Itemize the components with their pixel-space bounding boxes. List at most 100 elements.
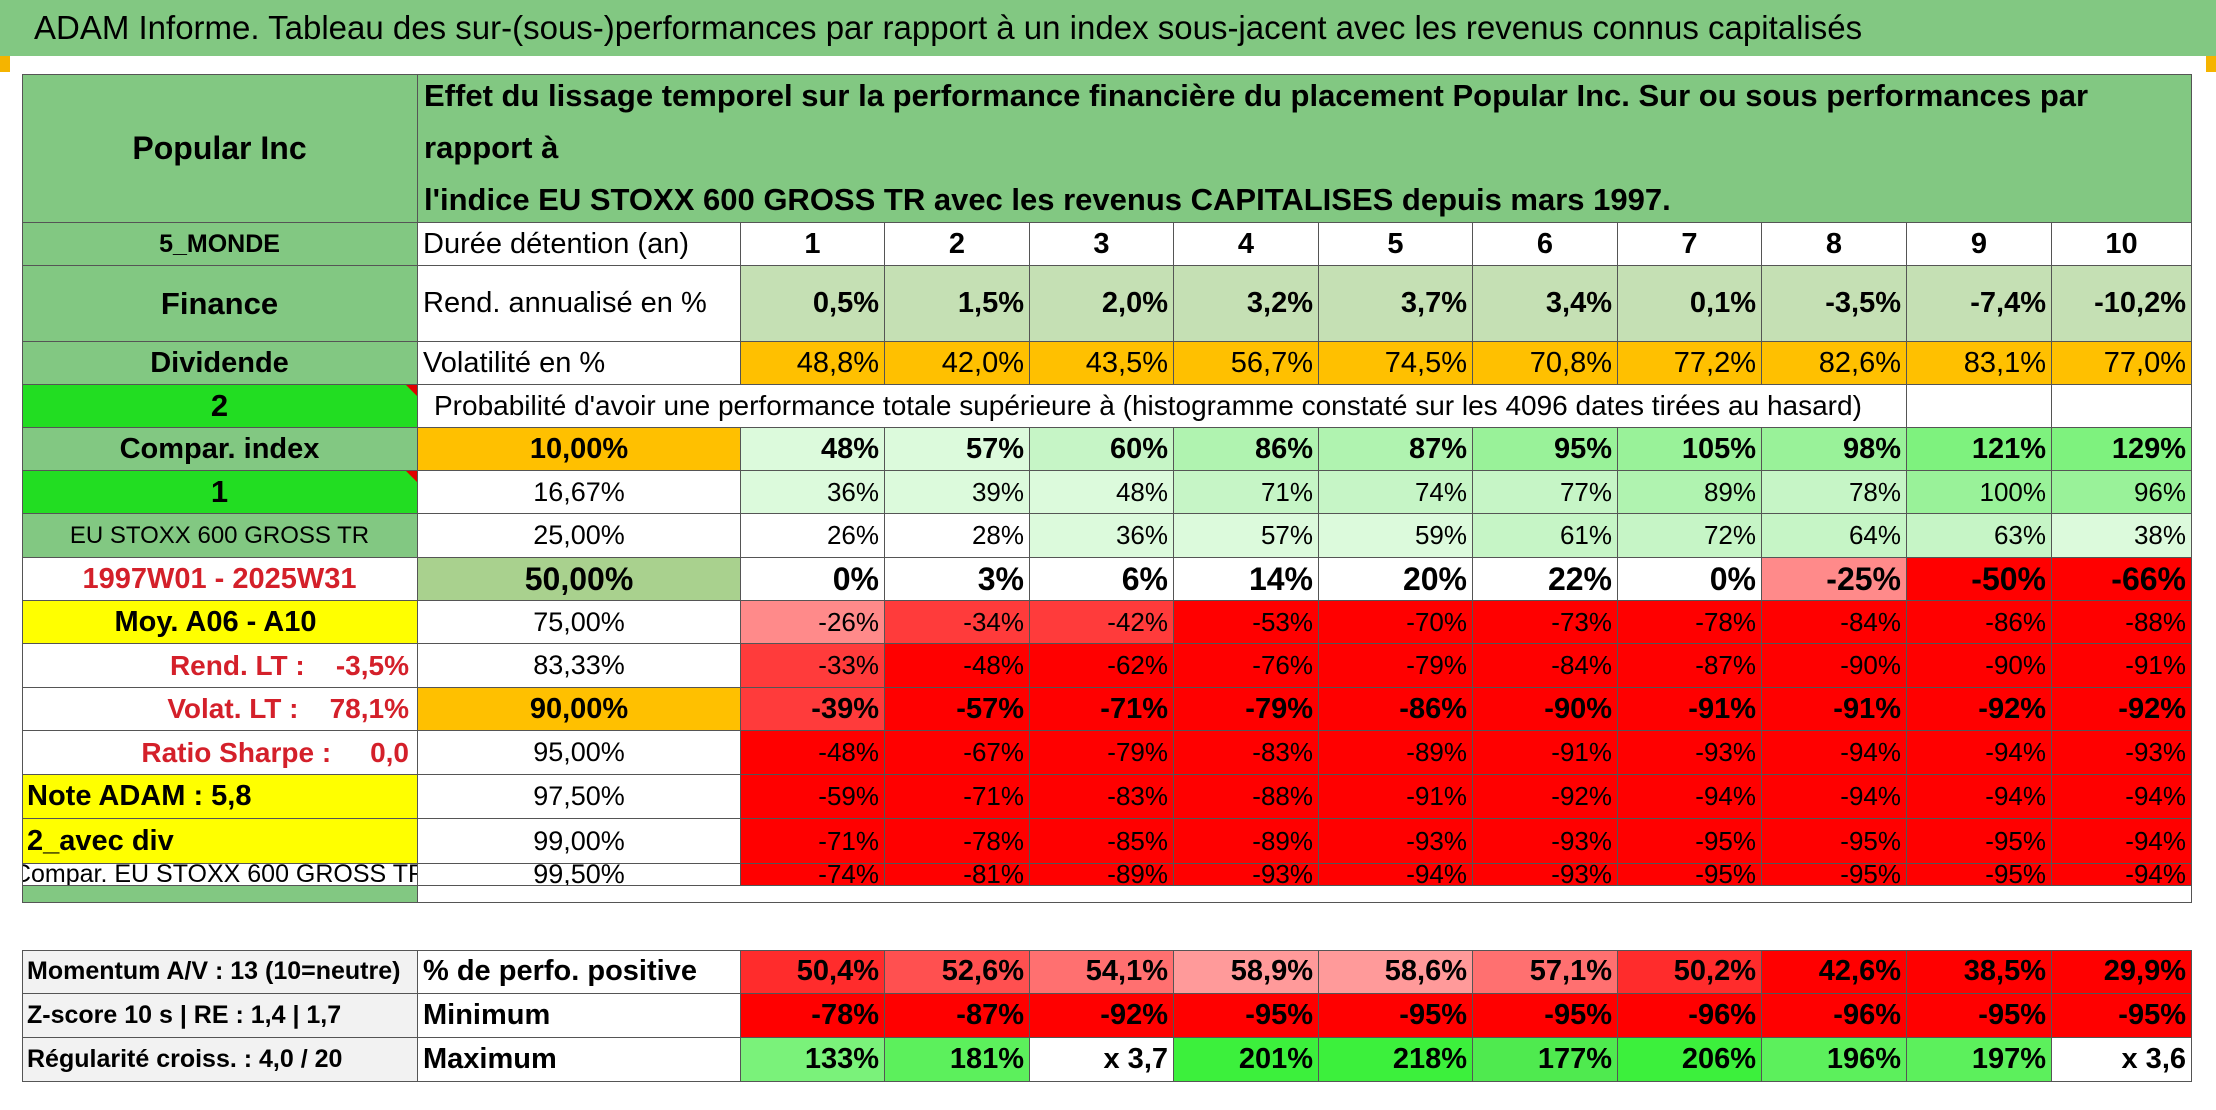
matrix-cell: -92%	[1907, 688, 2052, 731]
year-header: 9	[1907, 223, 2052, 266]
summary-cell: 54,1%	[1030, 950, 1174, 994]
bottom-label: % de perfo. positive	[418, 950, 741, 994]
summary-cell: 196%	[1762, 1038, 1907, 1082]
matrix-cell: -94%	[1907, 731, 2052, 775]
bottom-label: Minimum	[418, 994, 741, 1038]
matrix-cell: 0%	[1618, 558, 1762, 601]
matrix-cell: -48%	[885, 644, 1030, 688]
matrix-cell: 61%	[1473, 514, 1618, 558]
summary-cell: 57,1%	[1473, 950, 1618, 994]
matrix-cell: 89%	[1618, 471, 1762, 514]
matrix-cell: -90%	[1762, 644, 1907, 688]
annual-return-cell: 3,7%	[1319, 266, 1473, 342]
volatility-cell: 70,8%	[1473, 342, 1618, 385]
matrix-cell: 36%	[1030, 514, 1174, 558]
percentile-cell: 50,00%	[418, 558, 741, 601]
percentile-cell: 95,00%	[418, 731, 741, 775]
spacer-cell	[22, 886, 418, 903]
matrix-cell: -95%	[1762, 864, 1907, 886]
volatility-cell: 77,0%	[2052, 342, 2192, 385]
matrix-cell: -79%	[1030, 731, 1174, 775]
annual-return-cell: 2,0%	[1030, 266, 1174, 342]
empty-cell	[2052, 385, 2192, 428]
side-label: 1	[22, 471, 418, 514]
bottom-left-label: Régularité croiss. : 4,0 / 20	[22, 1038, 418, 1082]
side-label: Compar. EU STOXX 600 GROSS TR	[22, 864, 418, 886]
description-block: Effet du lissage temporel sur la perform…	[418, 74, 2192, 223]
matrix-cell: -50%	[1907, 558, 2052, 601]
matrix-cell: -26%	[741, 601, 885, 644]
matrix-cell: -76%	[1174, 644, 1319, 688]
matrix-cell: -34%	[885, 601, 1030, 644]
corner-marker	[0, 56, 10, 72]
summary-cell: -92%	[1030, 994, 1174, 1038]
percentile-cell: 97,50%	[418, 775, 741, 819]
matrix-cell: 48%	[1030, 471, 1174, 514]
matrix-cell: 121%	[1907, 428, 2052, 471]
summary-cell: -95%	[1473, 994, 1618, 1038]
matrix-cell: 38%	[2052, 514, 2192, 558]
annual-return-cell: 0,1%	[1618, 266, 1762, 342]
year-header: 7	[1618, 223, 1762, 266]
description-line: l'indice EU STOXX 600 GROSS TR avec les …	[424, 182, 1671, 217]
matrix-cell: 22%	[1473, 558, 1618, 601]
summary-cell: -95%	[1907, 994, 2052, 1038]
volatility-cell: 77,2%	[1618, 342, 1762, 385]
year-header: 8	[1762, 223, 1907, 266]
matrix-cell: 3%	[885, 558, 1030, 601]
spacer-cell	[418, 886, 2192, 903]
matrix-cell: 74%	[1319, 471, 1473, 514]
matrix-cell: -94%	[2052, 864, 2192, 886]
matrix-cell: 87%	[1319, 428, 1473, 471]
annual-return-cell: 1,5%	[885, 266, 1030, 342]
summary-cell: 50,2%	[1618, 950, 1762, 994]
volatility-cell: 82,6%	[1762, 342, 1907, 385]
duration-label: Durée détention (an)	[418, 223, 741, 266]
matrix-cell: -84%	[1762, 601, 1907, 644]
side-label: EU STOXX 600 GROSS TR	[22, 514, 418, 558]
matrix-cell: 6%	[1030, 558, 1174, 601]
matrix-cell: 77%	[1473, 471, 1618, 514]
matrix-cell: -94%	[2052, 819, 2192, 864]
matrix-cell: -74%	[741, 864, 885, 886]
matrix-cell: 60%	[1030, 428, 1174, 471]
matrix-cell: -94%	[1319, 864, 1473, 886]
matrix-cell: 129%	[2052, 428, 2192, 471]
matrix-cell: 57%	[1174, 514, 1319, 558]
summary-cell: 181%	[885, 1038, 1030, 1082]
summary-cell: 201%	[1174, 1038, 1319, 1082]
matrix-cell: -78%	[1618, 601, 1762, 644]
matrix-cell: -92%	[2052, 688, 2192, 731]
matrix-cell: 72%	[1618, 514, 1762, 558]
volatility-cell: 56,7%	[1174, 342, 1319, 385]
matrix-cell: -94%	[1762, 775, 1907, 819]
matrix-cell: 86%	[1174, 428, 1319, 471]
year-header: 10	[2052, 223, 2192, 266]
matrix-cell: -71%	[1030, 688, 1174, 731]
annual-return-cell: 0,5%	[741, 266, 885, 342]
summary-cell: -95%	[2052, 994, 2192, 1038]
matrix-cell: -79%	[1174, 688, 1319, 731]
percentile-cell: 99,50%	[418, 864, 741, 886]
matrix-cell: 71%	[1174, 471, 1319, 514]
percentile-cell: 90,00%	[418, 688, 741, 731]
matrix-cell: 95%	[1473, 428, 1618, 471]
summary-cell: x 3,7	[1030, 1038, 1174, 1082]
matrix-cell: -66%	[2052, 558, 2192, 601]
matrix-cell: -94%	[1762, 731, 1907, 775]
matrix-cell: -89%	[1319, 731, 1473, 775]
summary-cell: x 3,6	[2052, 1038, 2192, 1082]
matrix-cell: 36%	[741, 471, 885, 514]
side-label: Finance	[22, 266, 418, 342]
year-header: 5	[1319, 223, 1473, 266]
summary-cell: -95%	[1174, 994, 1319, 1038]
summary-cell: 58,9%	[1174, 950, 1319, 994]
matrix-cell: 64%	[1762, 514, 1907, 558]
matrix-cell: 0%	[741, 558, 885, 601]
summary-cell: -96%	[1762, 994, 1907, 1038]
summary-cell: 50,4%	[741, 950, 885, 994]
matrix-cell: -86%	[1907, 601, 2052, 644]
matrix-cell: -86%	[1319, 688, 1473, 731]
summary-cell: 29,9%	[2052, 950, 2192, 994]
annual-return-cell: -3,5%	[1762, 266, 1907, 342]
